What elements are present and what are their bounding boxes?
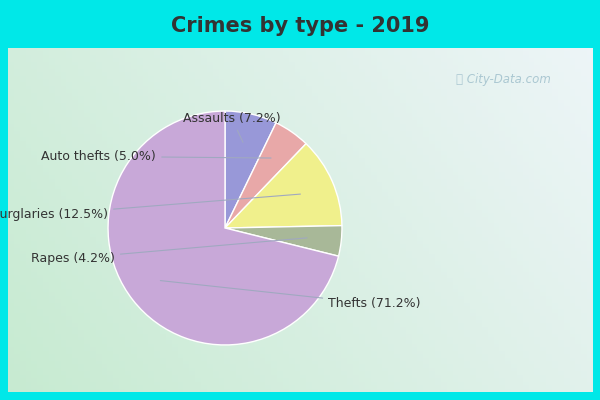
Text: Rapes (4.2%): Rapes (4.2%) [31, 238, 307, 265]
Wedge shape [225, 111, 276, 228]
Text: ⓘ City-Data.com: ⓘ City-Data.com [456, 74, 551, 86]
Text: Assaults (7.2%): Assaults (7.2%) [183, 112, 281, 142]
Wedge shape [225, 226, 342, 256]
Text: Thefts (71.2%): Thefts (71.2%) [160, 280, 421, 310]
Text: Crimes by type - 2019: Crimes by type - 2019 [171, 16, 429, 36]
Wedge shape [108, 111, 338, 345]
Text: Burglaries (12.5%): Burglaries (12.5%) [0, 194, 301, 221]
Text: Auto thefts (5.0%): Auto thefts (5.0%) [41, 150, 271, 163]
Wedge shape [225, 123, 306, 228]
Wedge shape [225, 144, 342, 228]
